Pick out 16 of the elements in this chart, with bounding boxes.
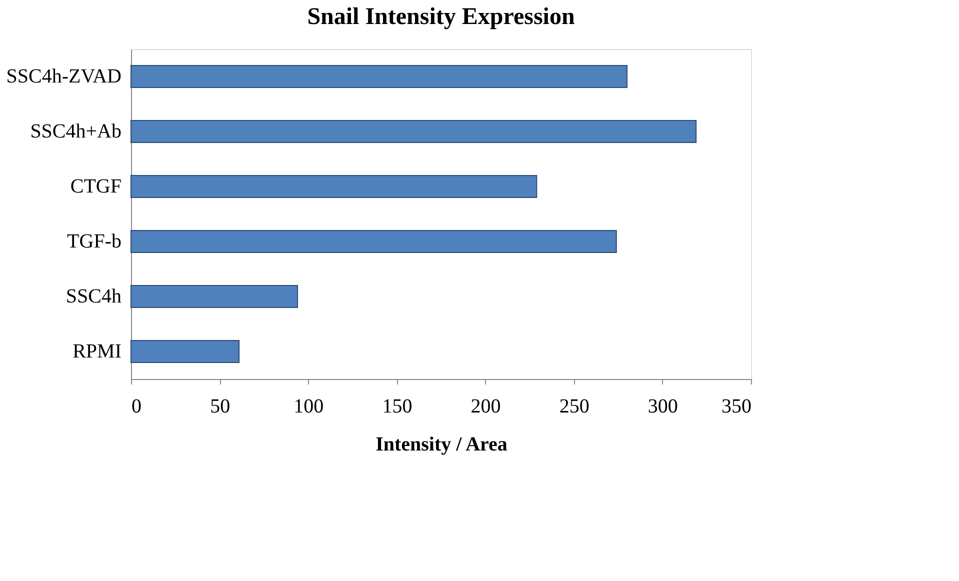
x-tick-label: 350	[722, 396, 752, 418]
x-tick-label: 200	[470, 396, 501, 418]
x-tick-label: 50	[210, 396, 230, 418]
y-tick-label: SSC4h-ZVAD	[6, 66, 122, 88]
x-tick-label: 100	[294, 396, 324, 418]
y-tick-label: SSC4h	[66, 286, 122, 308]
x-axis-title: Intensity / Area	[376, 434, 508, 456]
y-tick-label: CTGF	[70, 176, 122, 198]
y-tick-label: SSC4h+Ab	[30, 120, 122, 142]
y-tick-label: TGF-b	[67, 230, 122, 252]
chart-title: Snail Intensity Expression	[307, 4, 575, 30]
y-tick-label: RPMI	[72, 340, 122, 362]
x-tick-label: 300	[648, 396, 678, 418]
x-tick-label: 150	[382, 396, 412, 418]
x-tick-label: 250	[559, 396, 590, 418]
x-tick-label: 0	[132, 396, 142, 418]
